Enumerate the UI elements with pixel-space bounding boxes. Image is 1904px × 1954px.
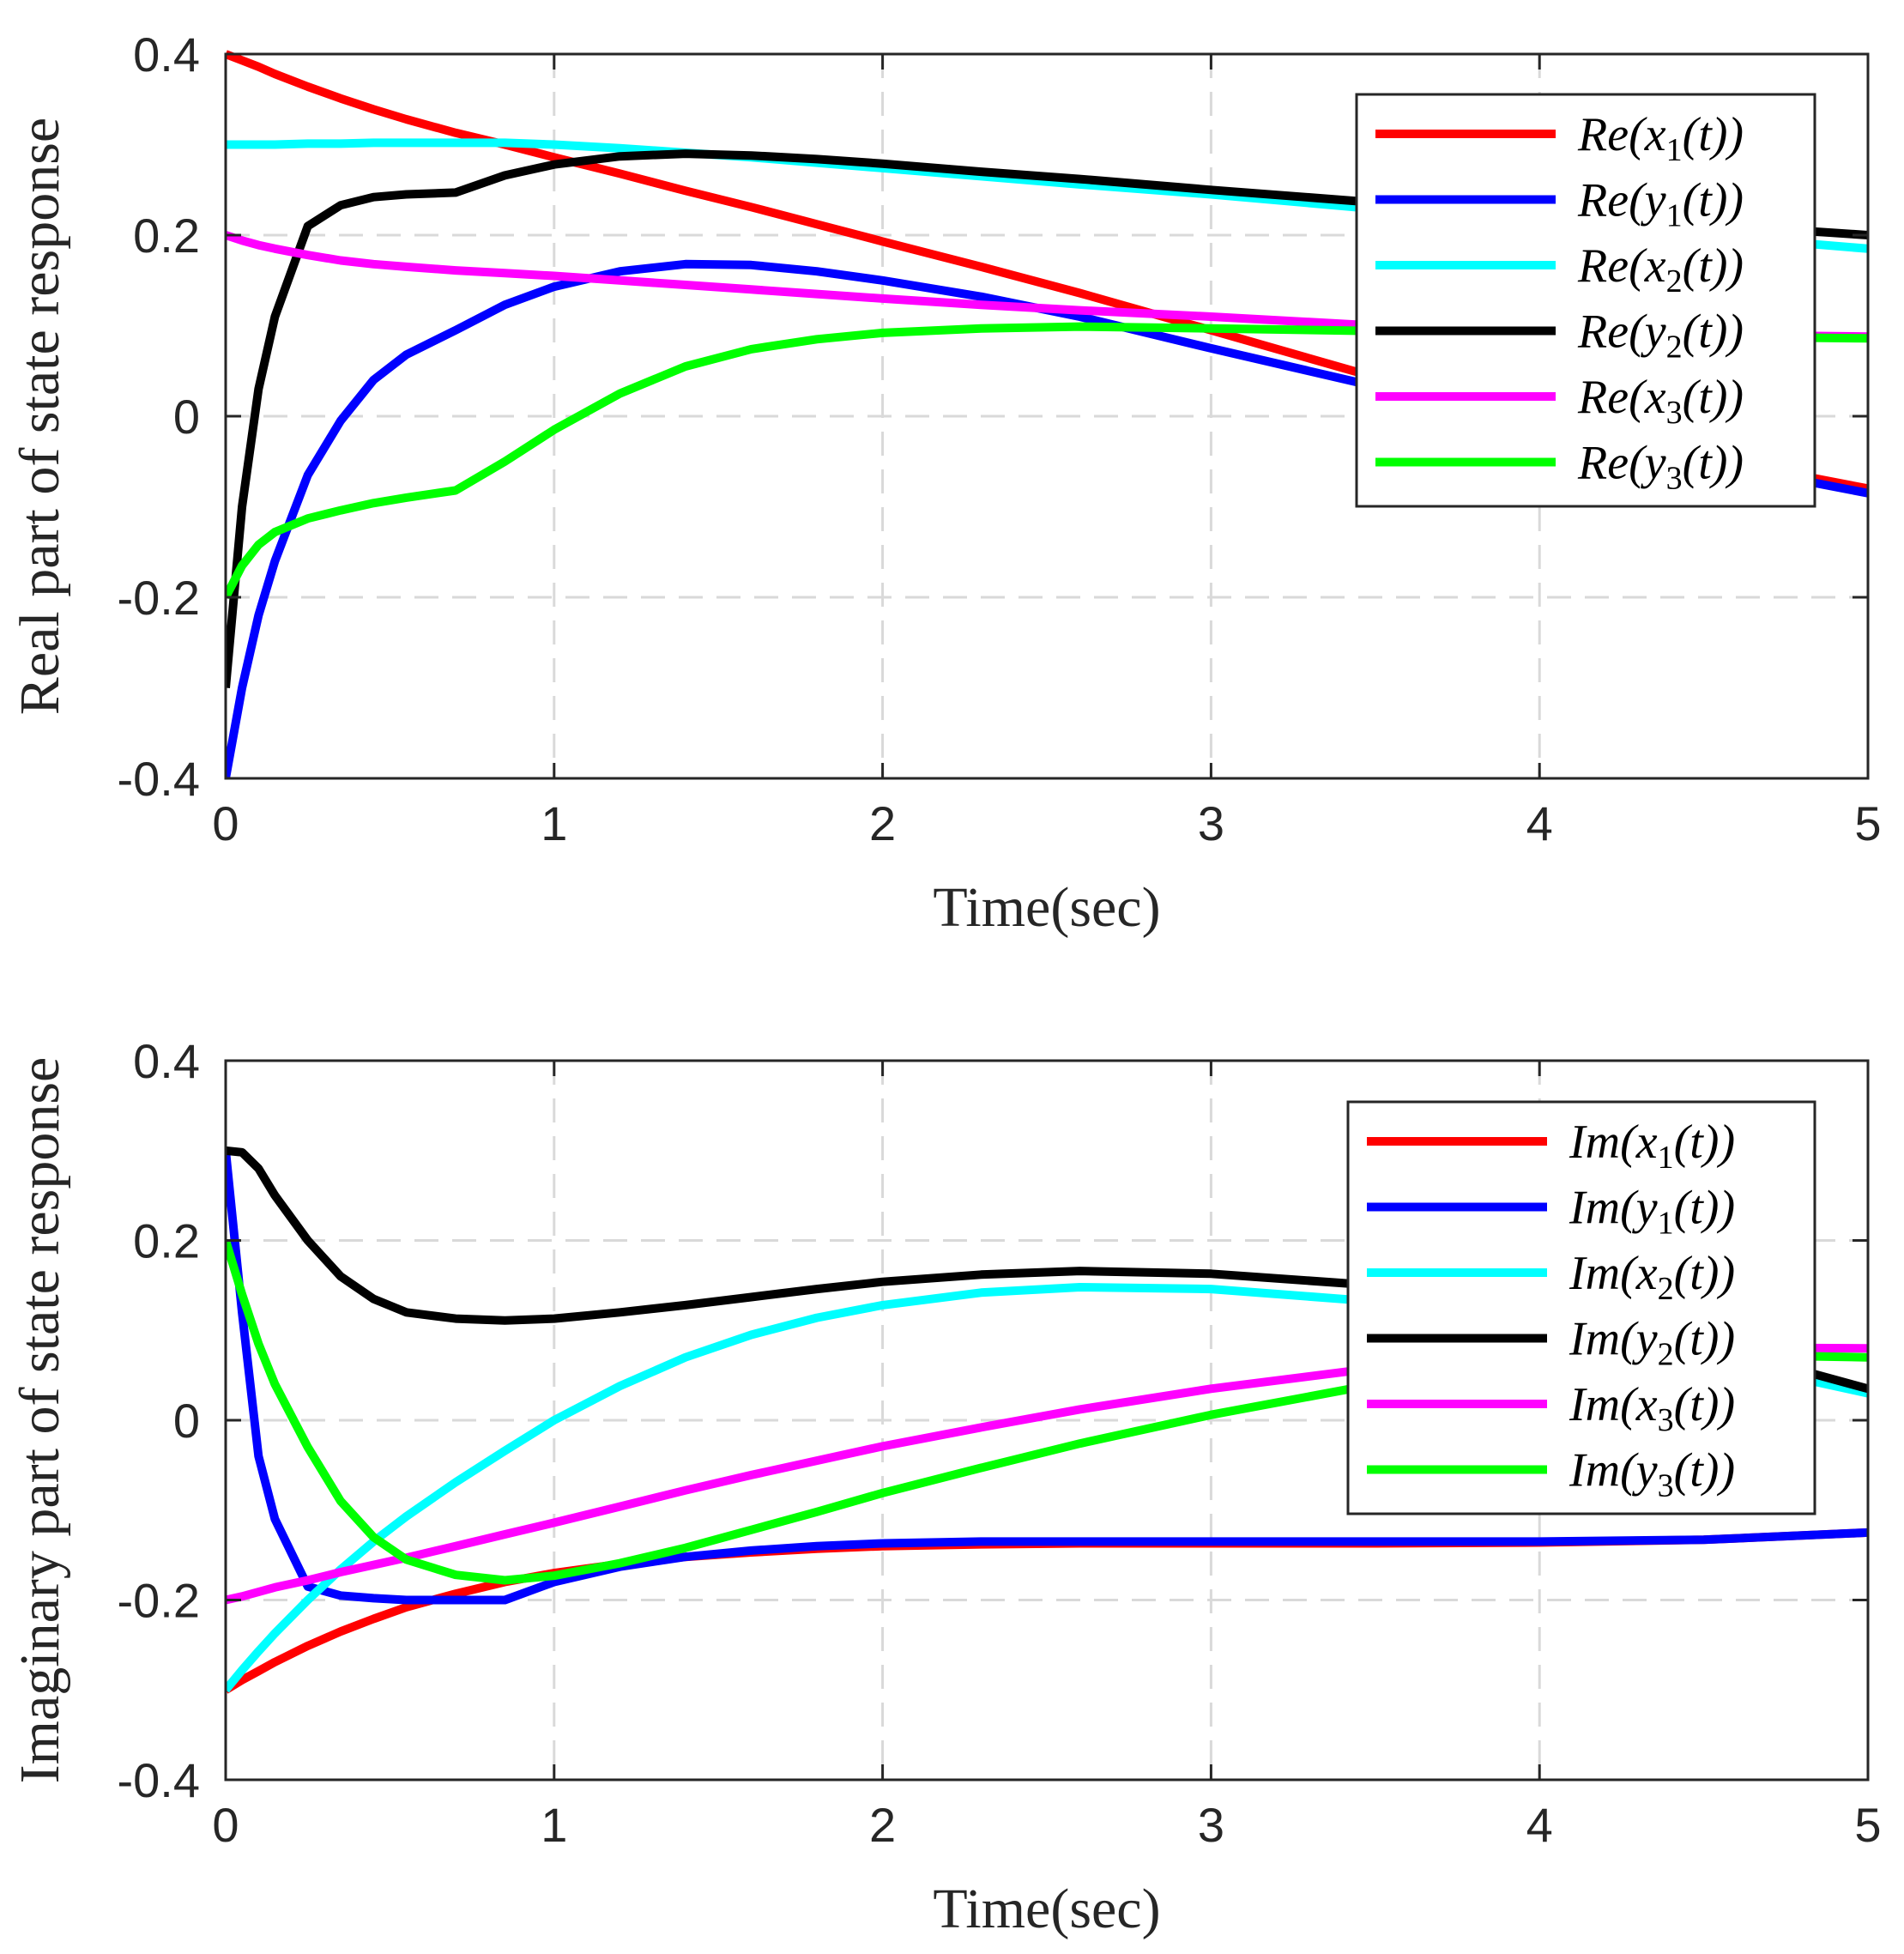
y-tick-label: 0.2 [133, 1214, 200, 1268]
x-tick-label: 2 [869, 796, 896, 850]
chart-panel-1: 0 1 2 3 4 5 -0.4 -0.2 0 0.2 0.4 Time(sec) Real part … [9, 27, 1882, 939]
x-tick-label: 3 [1198, 796, 1224, 850]
series-line-Im(x2(t)) [226, 1283, 1868, 1693]
legend-label: Im(x3(t)) [1569, 1378, 1735, 1438]
y-axis-label: Imaginary part of state response [9, 1057, 71, 1784]
legend-label: Re(x2(t)) [1577, 239, 1744, 299]
y-tick-label: 0.2 [133, 209, 200, 263]
x-tick-label: 5 [1854, 1798, 1881, 1852]
legend-label: Re(y3(t)) [1577, 437, 1744, 497]
legend: Re(x1(t))Re(y1(t))Re(x2(t)) Re(y2(t))Re(x… [1355, 93, 1816, 508]
series-line-Im(x3(t)) [226, 1343, 1868, 1605]
legend-label: Im(y2(t)) [1569, 1313, 1735, 1373]
legend-label: Im(x2(t)) [1569, 1247, 1735, 1307]
legend-label: Im(x1(t)) [1569, 1116, 1735, 1176]
series-line-Re(x3(t)) [226, 231, 1868, 342]
y-tick-label: -0.2 [118, 1574, 201, 1628]
series-line-Re(y1(t)) [226, 259, 1868, 779]
x-tick-label: 2 [869, 1798, 896, 1852]
x-tick-label: 4 [1526, 796, 1553, 850]
x-axis-label: Time(sec) [933, 1878, 1160, 1940]
x-tick-label: 0 [212, 1798, 239, 1852]
legend-box [1355, 93, 1816, 508]
x-tick-label: 1 [541, 796, 567, 850]
legend-label: Re(x3(t)) [1577, 371, 1744, 431]
legend: Im(x1(t))Im(y1(t))Im(x2(t))Im(y2(t))Im(x… [1346, 1100, 1816, 1515]
legend-label: Re(y1(t)) [1577, 174, 1744, 234]
y-tick-label: 0 [173, 1394, 200, 1448]
series-line-Re(x2(t)) [226, 138, 1868, 253]
legend-label: Im(y1(t)) [1569, 1182, 1735, 1242]
x-tick-label: 5 [1854, 796, 1881, 850]
x-tick-label: 0 [212, 796, 239, 850]
y-tick-label: 0.4 [133, 27, 200, 82]
y-tick-label: -0.4 [118, 1753, 201, 1807]
legend-label: Im(y3(t)) [1569, 1444, 1735, 1504]
series-line-Re(x1(t)) [226, 50, 1868, 493]
x-tick-label: 4 [1526, 1798, 1553, 1852]
y-axis-label: Real part of state response [9, 118, 71, 715]
series-line-Im(y3(t)) [226, 1239, 1868, 1585]
y-tick-label: 0.4 [133, 1034, 200, 1088]
x-axis-label: Time(sec) [933, 876, 1160, 939]
x-tick-label: 1 [541, 1798, 567, 1852]
chart-panel-2: 0 1 2 3 4 5 -0.4 -0.2 0 0.2 0.4 Time(sec) Imaginary … [9, 1034, 1882, 1940]
series-line-Re(y3(t)) [226, 322, 1868, 600]
legend-label: Re(x1(t)) [1577, 108, 1744, 168]
x-tick-label: 3 [1198, 1798, 1224, 1852]
series-line-Im(y2(t)) [226, 1146, 1868, 1394]
legend-box [1346, 1100, 1816, 1515]
y-tick-label: 0 [173, 390, 200, 444]
y-tick-label: -0.2 [118, 571, 201, 625]
legend-label: Re(y2(t)) [1577, 306, 1744, 366]
y-tick-label: -0.4 [118, 752, 201, 806]
